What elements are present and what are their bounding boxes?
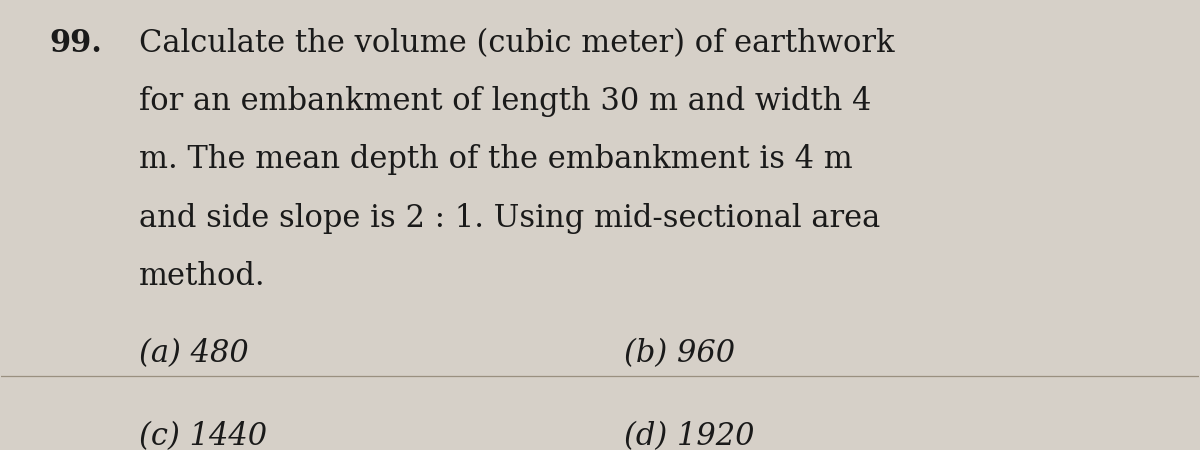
Text: (a) 480: (a) 480 [139,338,248,369]
Text: and side slope is 2 : 1. Using mid-sectional area: and side slope is 2 : 1. Using mid-secti… [139,203,881,234]
Text: (d) 1920: (d) 1920 [624,421,755,450]
Text: 99.: 99. [49,28,102,59]
Text: (b) 960: (b) 960 [624,338,736,369]
Text: method.: method. [139,261,265,292]
Text: for an embankment of length 30 m and width 4: for an embankment of length 30 m and wid… [139,86,871,117]
Text: Calculate the volume (cubic meter) of earthwork: Calculate the volume (cubic meter) of ea… [139,28,894,59]
Text: m. The mean depth of the embankment is 4 m: m. The mean depth of the embankment is 4… [139,144,853,176]
Text: (c) 1440: (c) 1440 [139,421,268,450]
